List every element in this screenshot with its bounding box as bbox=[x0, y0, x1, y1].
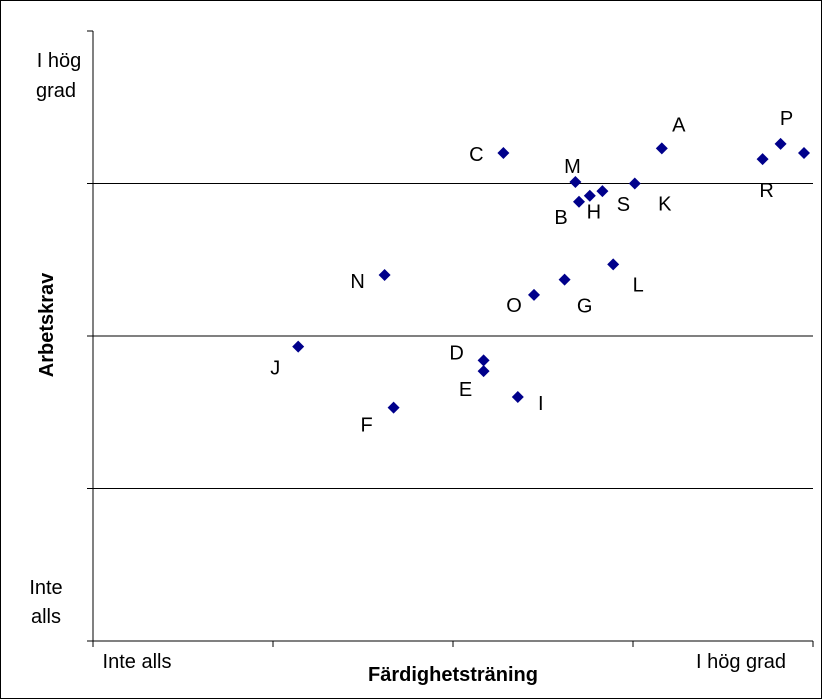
data-point-n bbox=[378, 269, 391, 281]
point-label-s: S bbox=[617, 194, 630, 216]
data-point-o bbox=[528, 288, 540, 301]
data-point-m bbox=[569, 175, 582, 188]
data-point-g bbox=[558, 273, 571, 286]
data-point-e bbox=[477, 365, 490, 378]
data-point-h bbox=[583, 189, 596, 202]
point-label-j: J bbox=[270, 358, 280, 380]
point-label-d: D bbox=[449, 342, 463, 364]
data-point-b bbox=[573, 195, 585, 208]
point-label-o: O bbox=[506, 295, 522, 317]
point-label-e: E bbox=[459, 379, 472, 401]
data-point-j bbox=[292, 340, 305, 353]
data-point-p bbox=[774, 137, 787, 150]
y-tick-label-low-line2: alls bbox=[31, 606, 61, 628]
data-point-l bbox=[607, 258, 620, 271]
point-label-l: L bbox=[633, 274, 644, 296]
point-label-i: I bbox=[538, 393, 544, 415]
data-point-k bbox=[628, 177, 641, 190]
data-point-f bbox=[387, 401, 400, 414]
x-axis-title: Färdighetsträning bbox=[368, 664, 538, 686]
data-point-c bbox=[497, 147, 510, 159]
data-point-s bbox=[596, 185, 609, 198]
data-point-r bbox=[756, 153, 769, 166]
x-tick-label-low: Inte alls bbox=[103, 651, 172, 673]
point-label-m: M bbox=[564, 156, 581, 178]
point-label-p: P bbox=[780, 108, 793, 130]
data-point-q bbox=[798, 147, 810, 159]
y-tick-label-low-line1: Inte bbox=[29, 577, 62, 599]
point-label-n: N bbox=[350, 271, 364, 293]
point-label-c: C bbox=[469, 144, 483, 166]
point-label-r: R bbox=[759, 180, 773, 202]
point-label-b: B bbox=[554, 207, 567, 229]
point-label-g: G bbox=[577, 296, 593, 318]
y-tick-label-high-line1: I hög bbox=[37, 50, 81, 72]
x-tick-label-high: I hög grad bbox=[696, 651, 786, 673]
data-point-i bbox=[511, 391, 524, 403]
data-point-a bbox=[655, 142, 668, 155]
data-point-d bbox=[477, 354, 490, 367]
point-label-k: K bbox=[658, 194, 672, 216]
point-label-f: F bbox=[360, 415, 372, 437]
y-tick-label-high-line2: grad bbox=[36, 80, 76, 102]
y-axis-title: Arbetskrav bbox=[36, 272, 58, 377]
point-label-a: A bbox=[672, 114, 686, 136]
point-label-h: H bbox=[587, 202, 601, 224]
